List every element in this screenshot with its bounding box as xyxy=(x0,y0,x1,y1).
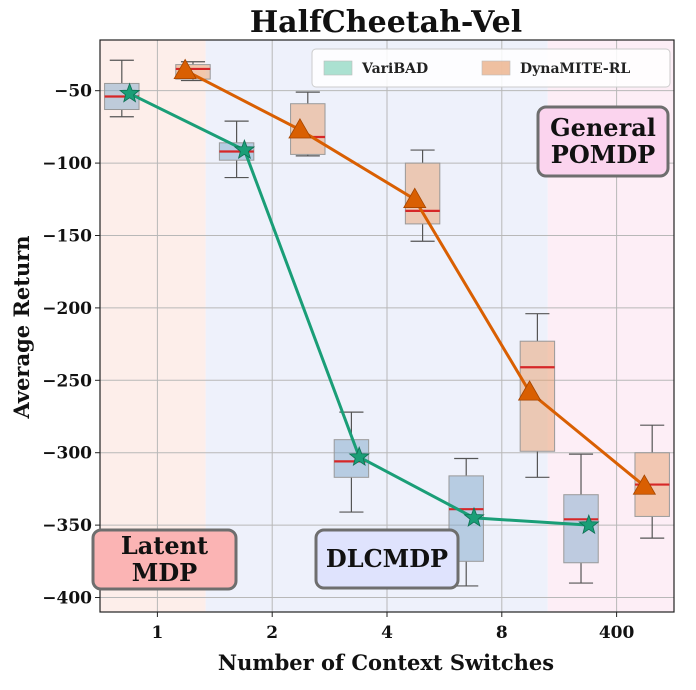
y-tick-label: −400 xyxy=(42,589,92,609)
grid-lines xyxy=(100,40,674,612)
region-label-box xyxy=(314,528,460,590)
marker-VariBAD-400 xyxy=(578,513,600,535)
region-bg-0 xyxy=(100,40,206,612)
marker-DynaMITE-RL-400 xyxy=(632,474,657,495)
x-tick-label: 4 xyxy=(381,623,393,643)
region-label-text: POMDP xyxy=(551,140,655,169)
legend-label-DynaMITE-RL: DynaMITE-RL xyxy=(520,61,630,77)
marker-VariBAD-1 xyxy=(119,82,141,103)
y-axis-label: Average Return xyxy=(9,235,34,419)
marker-DynaMITE-RL-2 xyxy=(288,117,312,139)
legend: VariBAD DynaMITE-RL xyxy=(311,48,671,88)
marker-DynaMITE-RL-4 xyxy=(403,187,427,208)
legend-swatch-VariBAD xyxy=(323,60,353,76)
y-tick-label: −150 xyxy=(42,226,92,246)
region-label-text: MDP xyxy=(132,558,197,587)
marker-DynaMITE-RL-8 xyxy=(517,380,542,401)
region-label-text: DLCMDP xyxy=(326,544,448,573)
y-tick-label: −100 xyxy=(42,154,92,174)
x-tick-label: 2 xyxy=(266,623,278,643)
y-tick-label: −350 xyxy=(42,516,92,536)
y-tick-label: −250 xyxy=(42,371,92,391)
region-label-box xyxy=(91,528,238,591)
chart-title: HalfCheetah-Vel xyxy=(250,5,522,40)
region-label-text: General xyxy=(550,113,656,142)
marker-VariBAD-8 xyxy=(463,506,485,527)
x-axis-label: Number of Context Switches xyxy=(218,650,554,675)
y-tick-label: −300 xyxy=(42,444,92,464)
y-axis-ticks: −50 −100 −150 −200 −250 −300 −350 −400 xyxy=(42,82,100,609)
x-tick-label: 1 xyxy=(151,623,163,643)
x-tick-label: 400 xyxy=(599,623,635,643)
marker-DynaMITE-RL-1 xyxy=(173,58,197,80)
y-tick-label: −200 xyxy=(42,299,92,319)
x-axis-ticks: 1 2 4 8 400 xyxy=(151,612,635,643)
region-bg-1 xyxy=(205,40,548,612)
region-label-1: DLCMDP xyxy=(314,528,460,590)
marker-VariBAD-4 xyxy=(348,445,370,467)
marker-VariBAD-2 xyxy=(233,138,256,160)
legend-swatch-DynaMITE-RL xyxy=(481,60,511,76)
x-tick-label: 8 xyxy=(496,623,508,643)
y-tick-label: −50 xyxy=(54,82,92,102)
region-label-box xyxy=(536,105,670,178)
region-label-text: Latent xyxy=(121,531,208,560)
mean-markers xyxy=(119,58,657,535)
legend-label-VariBAD: VariBAD xyxy=(361,61,428,77)
